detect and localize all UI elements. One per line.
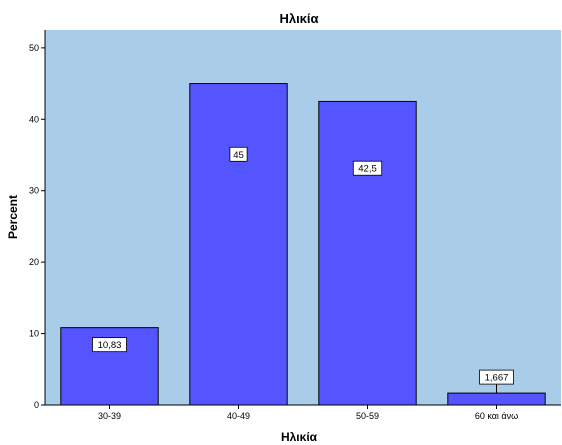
x-tick-label: 30-39 <box>98 411 121 421</box>
data-label: 10,83 <box>98 340 122 351</box>
data-label-box <box>479 369 514 385</box>
bar <box>447 392 546 406</box>
y-tick-label: 30 <box>29 186 39 196</box>
x-tick-label: 60 και άνω <box>475 411 518 421</box>
y-tick-label: 20 <box>29 257 39 267</box>
data-label: 45 <box>233 150 244 161</box>
y-axis-title: Percent <box>6 195 20 239</box>
data-labels: 10,83 45 42,5 1,667 <box>92 146 514 394</box>
x-axis-title: Ηλικία <box>281 430 318 444</box>
data-label-box <box>352 160 383 176</box>
data-label-box <box>229 146 248 162</box>
data-label: 42,5 <box>358 164 377 175</box>
data-label: 1,667 <box>485 373 509 384</box>
chart-title: Ηλικία <box>279 11 318 26</box>
y-tick-label: 50 <box>29 43 39 53</box>
x-tick-label: 50-59 <box>356 411 379 421</box>
data-label-box <box>92 337 127 353</box>
y-tick-label: 10 <box>29 329 39 339</box>
bar <box>189 83 288 406</box>
y-axis: 0 10 20 30 40 50 <box>29 30 46 410</box>
y-tick-label: 40 <box>29 114 39 124</box>
x-tick-label: 40-49 <box>227 411 250 421</box>
bars <box>60 83 546 406</box>
bar <box>318 100 417 406</box>
y-tick-label: 0 <box>34 400 39 410</box>
x-axis: 30-39 40-49 50-59 60 και άνω <box>45 404 561 421</box>
